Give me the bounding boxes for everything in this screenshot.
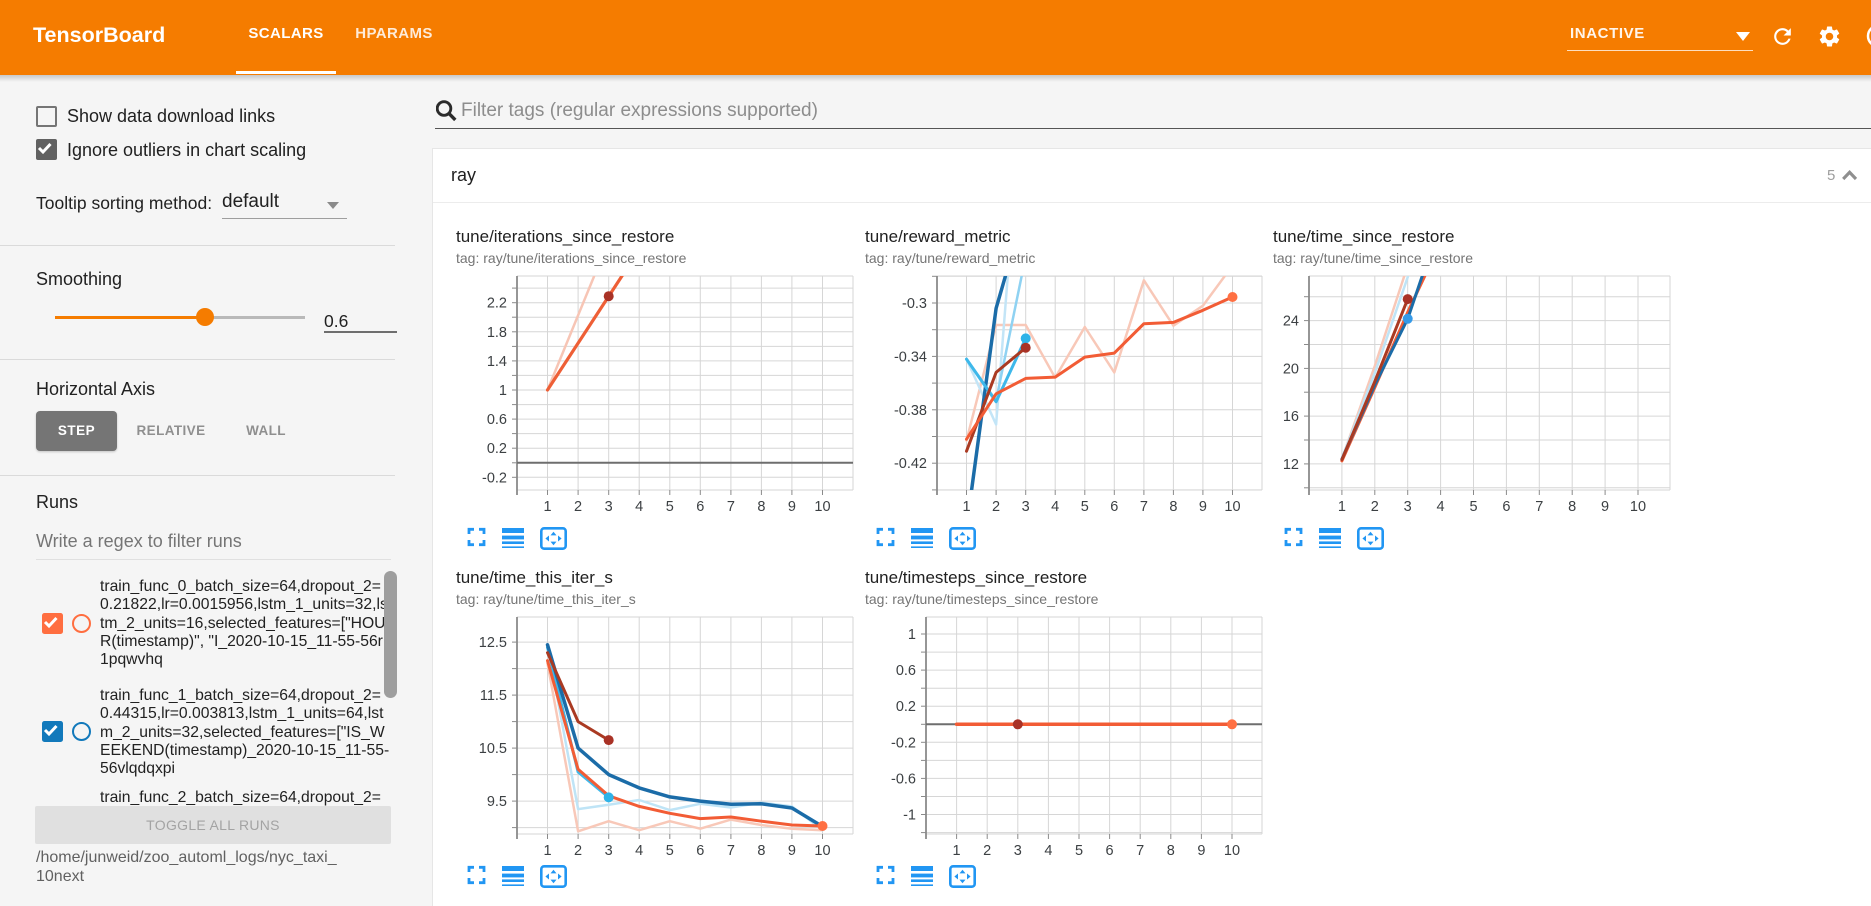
- svg-text:8: 8: [1568, 499, 1576, 515]
- svg-text:6: 6: [1502, 499, 1510, 515]
- svg-text:10: 10: [1224, 843, 1240, 859]
- svg-text:16: 16: [1283, 409, 1299, 425]
- svg-text:1: 1: [1338, 499, 1346, 515]
- svg-text:2.2: 2.2: [487, 296, 507, 312]
- svg-text:4: 4: [1437, 499, 1445, 515]
- svg-text:8: 8: [1169, 499, 1177, 515]
- svg-text:7: 7: [727, 843, 735, 859]
- svg-text:6: 6: [1110, 499, 1118, 515]
- svg-text:0.6: 0.6: [487, 412, 507, 428]
- svg-text:0.2: 0.2: [487, 441, 507, 457]
- svg-text:10: 10: [1224, 499, 1240, 515]
- svg-text:2: 2: [992, 499, 1000, 515]
- svg-text:9: 9: [1199, 499, 1207, 515]
- svg-text:10: 10: [1630, 499, 1646, 515]
- svg-text:-1: -1: [903, 808, 916, 824]
- svg-text:6: 6: [696, 499, 704, 515]
- svg-text:10.5: 10.5: [479, 741, 507, 757]
- svg-text:24: 24: [1283, 314, 1299, 330]
- svg-text:3: 3: [1022, 499, 1030, 515]
- svg-text:4: 4: [1051, 499, 1059, 515]
- svg-text:3: 3: [605, 843, 613, 859]
- svg-text:1.4: 1.4: [487, 354, 507, 370]
- svg-text:-0.3: -0.3: [902, 296, 927, 312]
- svg-text:5: 5: [666, 499, 674, 515]
- svg-text:4: 4: [635, 499, 643, 515]
- svg-text:12: 12: [1283, 457, 1299, 473]
- svg-text:8: 8: [1167, 843, 1175, 859]
- svg-text:1: 1: [908, 627, 916, 643]
- svg-text:11.5: 11.5: [480, 688, 507, 704]
- svg-text:9: 9: [1601, 499, 1609, 515]
- svg-text:-0.2: -0.2: [891, 735, 916, 751]
- svg-text:-0.6: -0.6: [891, 771, 916, 787]
- svg-text:1: 1: [962, 499, 970, 515]
- svg-text:9: 9: [788, 499, 796, 515]
- svg-text:-0.42: -0.42: [894, 456, 927, 472]
- svg-text:-0.38: -0.38: [894, 403, 927, 419]
- svg-text:7: 7: [1136, 843, 1144, 859]
- svg-text:5: 5: [1075, 843, 1083, 859]
- svg-text:7: 7: [727, 499, 735, 515]
- svg-text:0.6: 0.6: [896, 663, 916, 679]
- svg-text:9: 9: [788, 843, 796, 859]
- svg-text:-0.2: -0.2: [482, 470, 507, 486]
- svg-text:2: 2: [983, 843, 991, 859]
- svg-text:1: 1: [499, 383, 507, 399]
- svg-text:4: 4: [635, 843, 643, 859]
- svg-text:3: 3: [605, 499, 613, 515]
- svg-text:10: 10: [814, 843, 830, 859]
- svg-text:9: 9: [1197, 843, 1205, 859]
- svg-text:8: 8: [757, 499, 765, 515]
- svg-text:20: 20: [1283, 361, 1299, 377]
- svg-text:12.5: 12.5: [479, 635, 507, 651]
- svg-text:10: 10: [814, 499, 830, 515]
- svg-text:7: 7: [1140, 499, 1148, 515]
- svg-text:6: 6: [696, 843, 704, 859]
- svg-text:9.5: 9.5: [487, 794, 507, 810]
- svg-text:1.8: 1.8: [487, 325, 507, 341]
- svg-text:6: 6: [1106, 843, 1114, 859]
- svg-text:3: 3: [1014, 843, 1022, 859]
- svg-text:2: 2: [574, 843, 582, 859]
- svg-text:1: 1: [543, 843, 551, 859]
- svg-text:8: 8: [757, 843, 765, 859]
- svg-text:5: 5: [1469, 499, 1477, 515]
- svg-text:5: 5: [666, 843, 674, 859]
- svg-text:1: 1: [953, 843, 961, 859]
- svg-text:0.2: 0.2: [896, 699, 916, 715]
- svg-text:3: 3: [1404, 499, 1412, 515]
- svg-text:5: 5: [1081, 499, 1089, 515]
- svg-text:-0.34: -0.34: [894, 349, 927, 365]
- svg-text:1: 1: [543, 499, 551, 515]
- svg-text:7: 7: [1535, 499, 1543, 515]
- svg-text:4: 4: [1044, 843, 1052, 859]
- svg-text:2: 2: [1371, 499, 1379, 515]
- svg-text:2: 2: [574, 499, 582, 515]
